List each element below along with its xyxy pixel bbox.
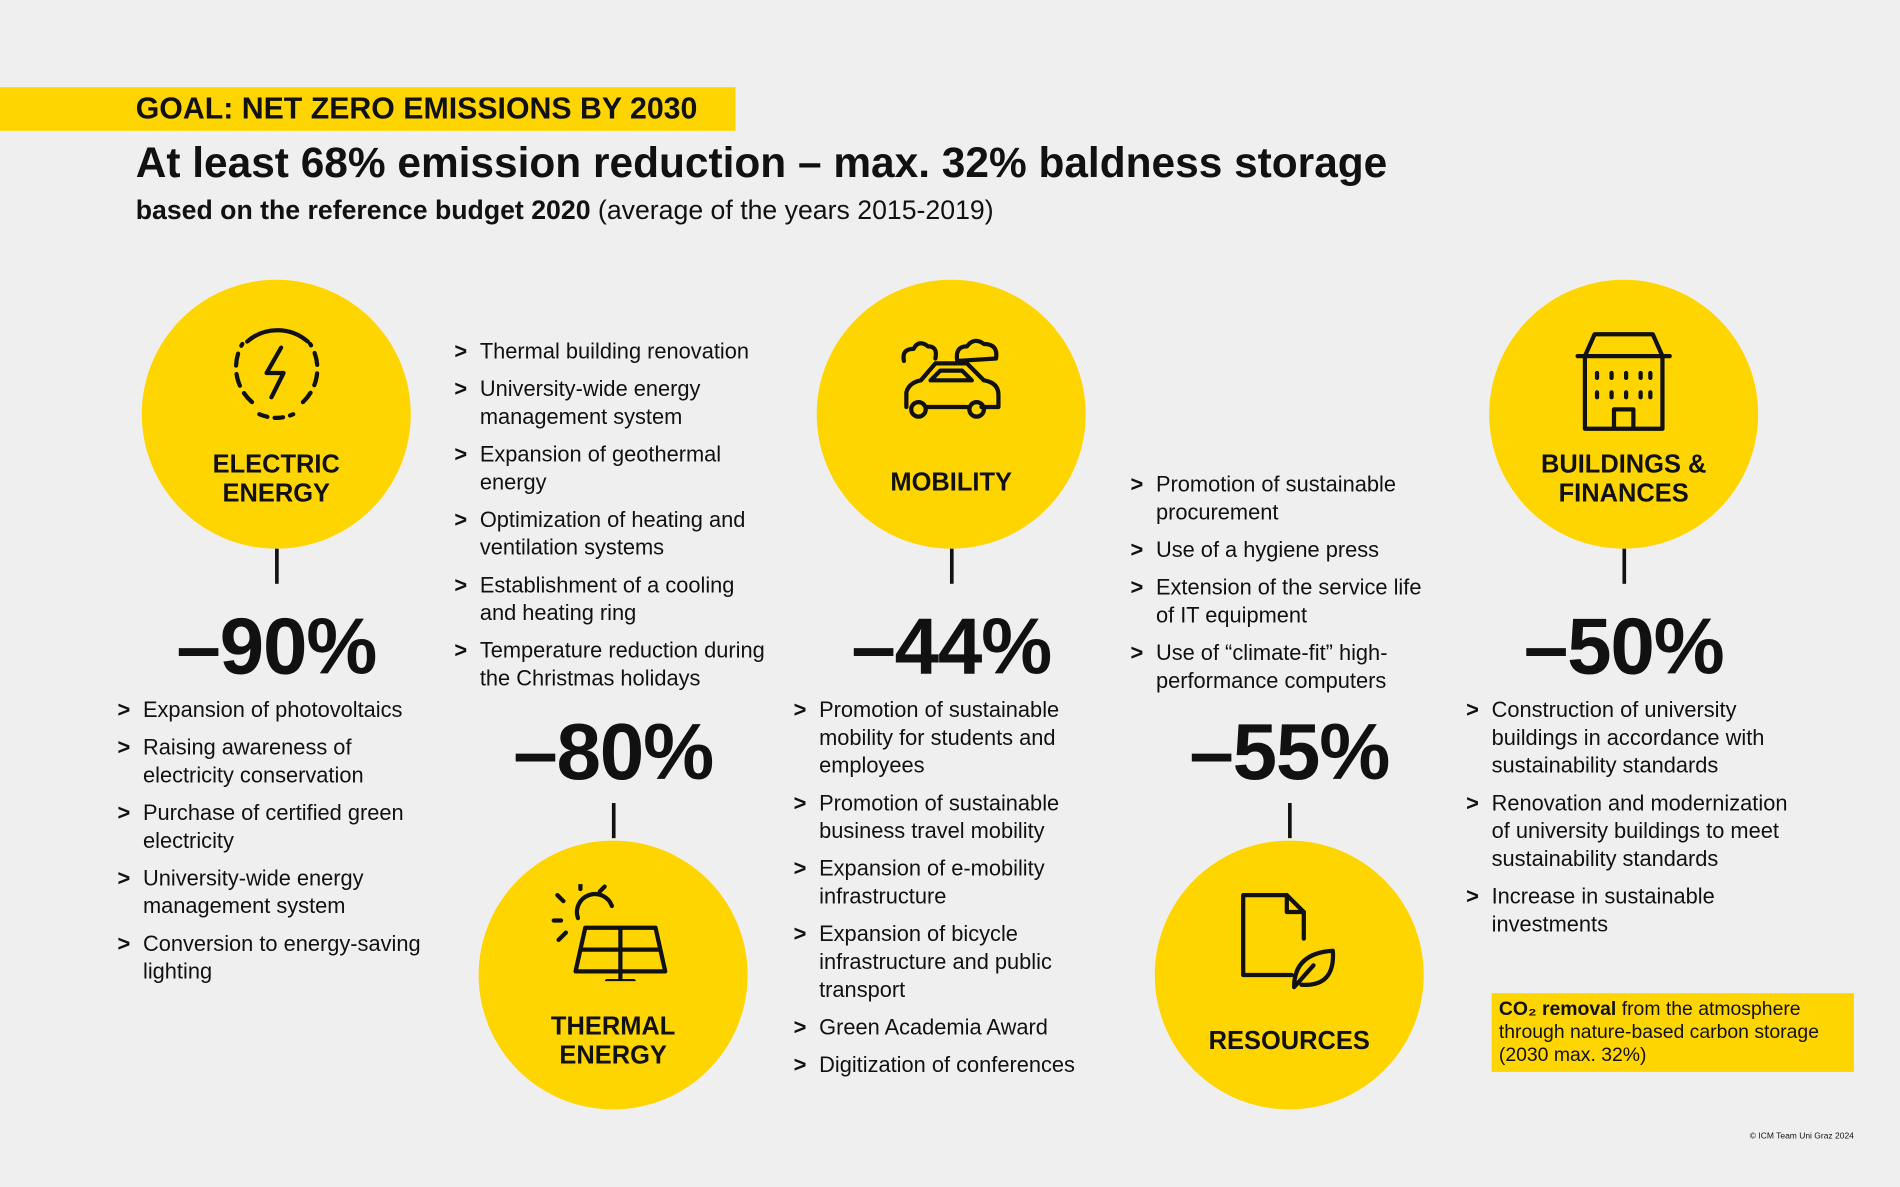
measure: Use of a hygiene press xyxy=(1131,537,1434,565)
measure: Thermal building renovation xyxy=(454,338,775,366)
measure: Expansion of bicycle infrastructure and … xyxy=(794,921,1091,1005)
section-label: ELECTRIC ENERGY xyxy=(212,450,340,508)
connector xyxy=(274,548,279,584)
title: At least 68% emission reduction – max. 3… xyxy=(135,139,1388,187)
subtitle-bold: based on the reference budget 2020 xyxy=(135,195,591,226)
measure-list: Promotion of sustainable procurement Use … xyxy=(1131,471,1434,705)
reduction: –90% xyxy=(176,600,377,691)
goal: GOAL: NET ZERO EMISSIONS BY 2030 xyxy=(135,92,698,126)
measure: Optimization of heating and ventilation … xyxy=(454,506,775,562)
section-label: BUILDINGS & FINANCES xyxy=(1540,450,1707,508)
circle xyxy=(1489,279,1759,549)
subtitle-rest: (average of the years 2015-2019) xyxy=(597,195,994,226)
note-box: CO₂ removal from the atmosphere through … xyxy=(1491,993,1854,1072)
circle xyxy=(141,279,411,549)
circle xyxy=(816,279,1086,549)
reduction: –80% xyxy=(513,706,714,796)
connector xyxy=(949,548,954,584)
measure: Conversion to energy-saving lighting xyxy=(118,930,439,986)
measure: Promotion of sustainable business travel… xyxy=(794,790,1091,846)
measure: Purchase of certified green electricity xyxy=(118,799,439,855)
measure: Expansion of geothermal energy xyxy=(454,441,775,497)
credit: © ICM Team Uni Graz 2024 xyxy=(1749,1132,1854,1141)
measure: Temperature reduction during the Christm… xyxy=(454,637,775,693)
goal-bar xyxy=(0,87,736,131)
measure-list: Thermal building renovation University-wi… xyxy=(454,338,775,703)
electric-icon xyxy=(233,328,320,420)
circle xyxy=(478,840,748,1110)
reduction: –44% xyxy=(851,600,1052,691)
section-label: THERMAL ENERGY xyxy=(550,1012,676,1070)
section-label: RESOURCES xyxy=(1208,1027,1370,1055)
measure-list: Expansion of photovoltaics Raising awaren… xyxy=(118,696,439,995)
measure: Use of “climate-fit” high-performance co… xyxy=(1131,640,1434,696)
measure: Promotion of sustainable procurement xyxy=(1131,471,1434,527)
measure: Expansion of e-mobility infrastructure xyxy=(794,855,1091,911)
connector xyxy=(1287,803,1292,839)
measure: Raising awareness of electricity conserv… xyxy=(118,734,439,790)
measure: Construction of university buildings in … xyxy=(1466,696,1799,780)
measure: Expansion of photovoltaics xyxy=(118,696,439,724)
section-label: MOBILITY xyxy=(890,468,1012,497)
connector xyxy=(611,803,615,839)
mobility-icon xyxy=(901,338,1001,419)
measure: Digitization of conferences xyxy=(794,1051,1091,1079)
measure: Green Academia Award xyxy=(794,1014,1091,1042)
note-text: from the atmosphere through nature-based… xyxy=(1498,999,1819,1066)
reduction: –50% xyxy=(1523,600,1725,691)
measure: University-wide energy management system xyxy=(454,375,775,431)
thermal-icon xyxy=(551,884,668,982)
connector xyxy=(1621,548,1626,584)
measure-list: Promotion of sustainable mobility for st… xyxy=(794,696,1091,1088)
measure: Increase in sustainable investments xyxy=(1466,883,1799,939)
buildings-icon xyxy=(1575,332,1672,431)
measure: Promotion of sustainable mobility for st… xyxy=(794,696,1091,780)
note-bold: CO₂ removal xyxy=(1498,999,1617,1020)
reduction: –55% xyxy=(1189,706,1390,796)
resources-icon xyxy=(1241,892,1336,990)
measure: Renovation and modernization of universi… xyxy=(1466,790,1799,874)
measure: Establishment of a cooling and heating r… xyxy=(454,572,775,628)
subtitle: based on the reference budget 2020 (aver… xyxy=(136,194,994,228)
measure-list: Construction of university buildings in … xyxy=(1466,696,1799,948)
measure: University-wide energy management system xyxy=(118,865,439,921)
measure: Extension of the service life of IT equi… xyxy=(1131,574,1434,630)
